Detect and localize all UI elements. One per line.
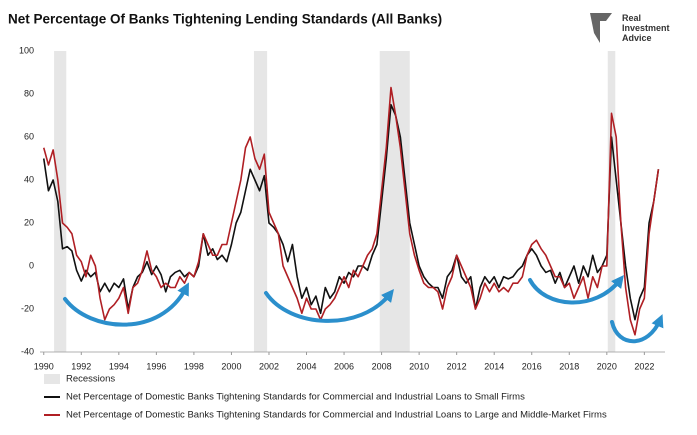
- series-line: [42, 103, 660, 321]
- x-tick-label: 2004: [297, 361, 317, 371]
- x-tick-label: 1994: [109, 361, 129, 371]
- legend-swatch: [44, 374, 60, 384]
- x-tick-label: 1990: [34, 361, 54, 371]
- x-tick-label: 2014: [484, 361, 504, 371]
- y-tick-label: 20: [24, 217, 34, 227]
- arrow: [264, 288, 394, 323]
- logo-text: Investment: [622, 23, 670, 33]
- logo-text: Real: [622, 13, 641, 23]
- y-tick-label: 80: [24, 88, 34, 98]
- x-tick-label: 1998: [184, 361, 204, 371]
- y-tick-label: 40: [24, 174, 34, 184]
- legend-label: Recessions: [66, 374, 115, 385]
- x-tick-label: 2020: [597, 361, 617, 371]
- x-tick-label: 2010: [409, 361, 429, 371]
- x-tick-label: 2002: [259, 361, 279, 371]
- x-tick-label: 2012: [447, 361, 467, 371]
- recession-band: [253, 51, 268, 352]
- recession-band: [607, 51, 616, 352]
- legend-label: Net Percentage of Domestic Banks Tighten…: [66, 410, 607, 421]
- x-tick-label: 2006: [334, 361, 354, 371]
- y-tick-label: 0: [29, 260, 34, 270]
- legend: Recessions Net Percentage of Domestic Ban…: [44, 374, 607, 421]
- x-tick-label: 2018: [559, 361, 579, 371]
- arrow: [528, 274, 624, 305]
- x-tick-label: 2000: [221, 361, 241, 371]
- legend-label: Net Percentage of Domestic Banks Tighten…: [66, 392, 525, 403]
- x-tick-label: 2016: [522, 361, 542, 371]
- x-tick-label: 2022: [634, 361, 654, 371]
- recessions: [54, 51, 616, 352]
- lines: [42, 86, 660, 336]
- x-tick-label: 1996: [146, 361, 166, 371]
- y-tick-label: 60: [24, 131, 34, 141]
- y-tick-label: -20: [21, 303, 34, 313]
- logo-icon: [590, 13, 612, 43]
- y-tick-label: 100: [19, 45, 34, 55]
- logo: Real Investment Advice: [590, 13, 670, 43]
- series-line: [42, 86, 660, 336]
- recession-band: [379, 51, 410, 352]
- x-tick-label: 2008: [372, 361, 392, 371]
- arrow: [610, 314, 664, 344]
- arrow: [63, 282, 189, 327]
- chart-title: Net Percentage Of Banks Tightening Lendi…: [8, 12, 442, 27]
- x-tick-label: 1992: [71, 361, 91, 371]
- logo-text: Advice: [622, 33, 652, 43]
- annotation-arrows: [63, 274, 664, 344]
- y-tick-label: -40: [21, 346, 34, 356]
